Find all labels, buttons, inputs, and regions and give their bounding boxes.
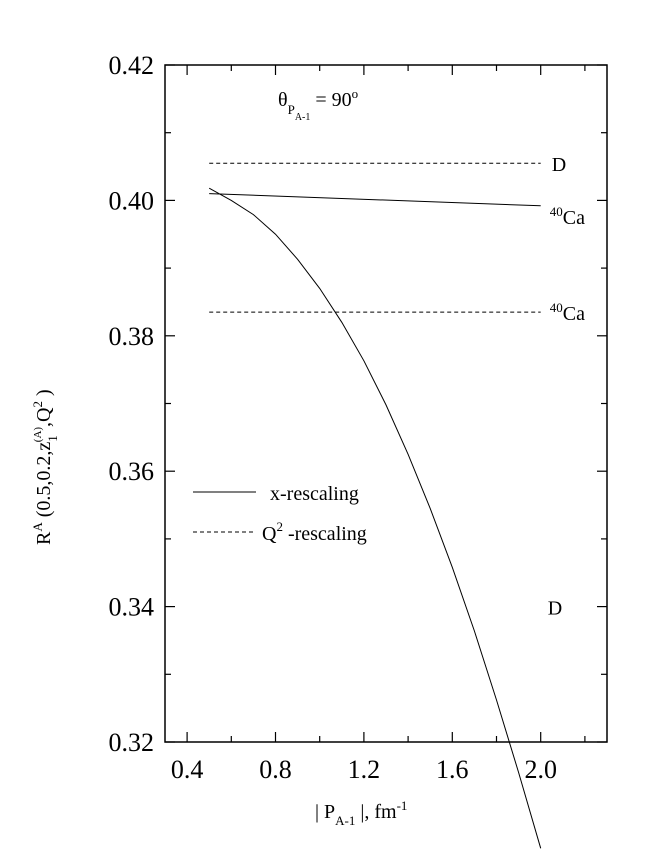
curve-label-d-top-text: D (552, 154, 566, 176)
curve-labels: D 40Ca 40Ca D (548, 154, 585, 619)
curve-label-d-bottom: D (548, 598, 562, 620)
y-tick-label: 0.42 (109, 51, 155, 80)
y-axis-label-sup3: 2 (30, 401, 45, 408)
x-axis-label-mid: |, fm (355, 801, 397, 823)
curve-label-ca-dashed: 40Ca (550, 300, 585, 325)
legend: x-rescaling Q2 -rescaling (193, 483, 367, 545)
y-axis-label: RA (0.5,0.2,z1(A),Q2 ) (30, 389, 60, 545)
theta-subsubscript: A-1 (295, 112, 311, 123)
x-tick-label: 0.4 (171, 755, 204, 784)
x-tick-label: 2.0 (524, 755, 557, 784)
curve-label-ca-solid-sup: 40 (550, 204, 563, 219)
theta-subscript: P (288, 102, 295, 117)
y-axis-label-sup2: (A) (32, 427, 44, 443)
curve-label-d-top: D (552, 154, 566, 176)
y-tick-label: 0.38 (109, 322, 155, 351)
legend-dashed-label: Q2 -rescaling (262, 519, 367, 545)
curve-label-d-bottom-text: D (548, 598, 562, 620)
x-tick-label: 1.6 (436, 755, 469, 784)
legend-dashed-label-sup: 2 (276, 519, 283, 534)
legend-dashed-label-post: -rescaling (283, 523, 367, 545)
tick-labels: 0.4 0.8 1.2 1.6 2.0 0.32 0.34 0.36 0.38 0.40 0.42 (109, 51, 557, 784)
y-axis-label-post: ) (33, 389, 55, 401)
y-axis-label-mid1: (0.5,0.2,z (33, 442, 55, 523)
series-group (208, 162, 542, 849)
curve-label-ca-solid-text: Ca (563, 207, 585, 229)
y-tick-label: 0.40 (109, 186, 155, 215)
theta-equals: = 90 (310, 89, 351, 111)
x-tick-label: 0.8 (259, 755, 292, 784)
curve-label-ca-solid: 40Ca (550, 204, 585, 229)
y-axis-label-mid2: ,Q (33, 407, 55, 427)
y-tick-label: 0.32 (109, 728, 155, 757)
series-line-1 (209, 193, 541, 207)
y-tick-label: 0.34 (109, 593, 155, 622)
y-axis-label-sub: 1 (45, 435, 60, 442)
angle-annotation: θPA-1 = 90o (278, 86, 358, 123)
y-axis-label-pre: R (33, 531, 55, 545)
x-axis-label-sup: -1 (397, 798, 408, 813)
plot-frame (164, 64, 608, 743)
x-tick-label: 1.2 (348, 755, 381, 784)
x-axis-label-pre: | P (315, 801, 335, 823)
curve-label-ca-dashed-sup: 40 (550, 300, 563, 315)
x-axis-label: | PA-1 |, fm-1 (315, 798, 407, 828)
y-tick-label: 0.36 (109, 457, 155, 486)
x-axis-label-sub: A-1 (335, 813, 355, 828)
curve-label-ca-dashed-text: Ca (563, 303, 585, 325)
legend-dashed-label-pre: Q (262, 523, 277, 545)
y-axis-label-sup1: A (30, 522, 45, 532)
degree-sup: o (352, 86, 359, 101)
series-line-0 (208, 187, 542, 849)
tick-marks (165, 64, 607, 743)
legend-solid-label: x-rescaling (270, 483, 359, 505)
theta-symbol: θ (278, 89, 288, 111)
